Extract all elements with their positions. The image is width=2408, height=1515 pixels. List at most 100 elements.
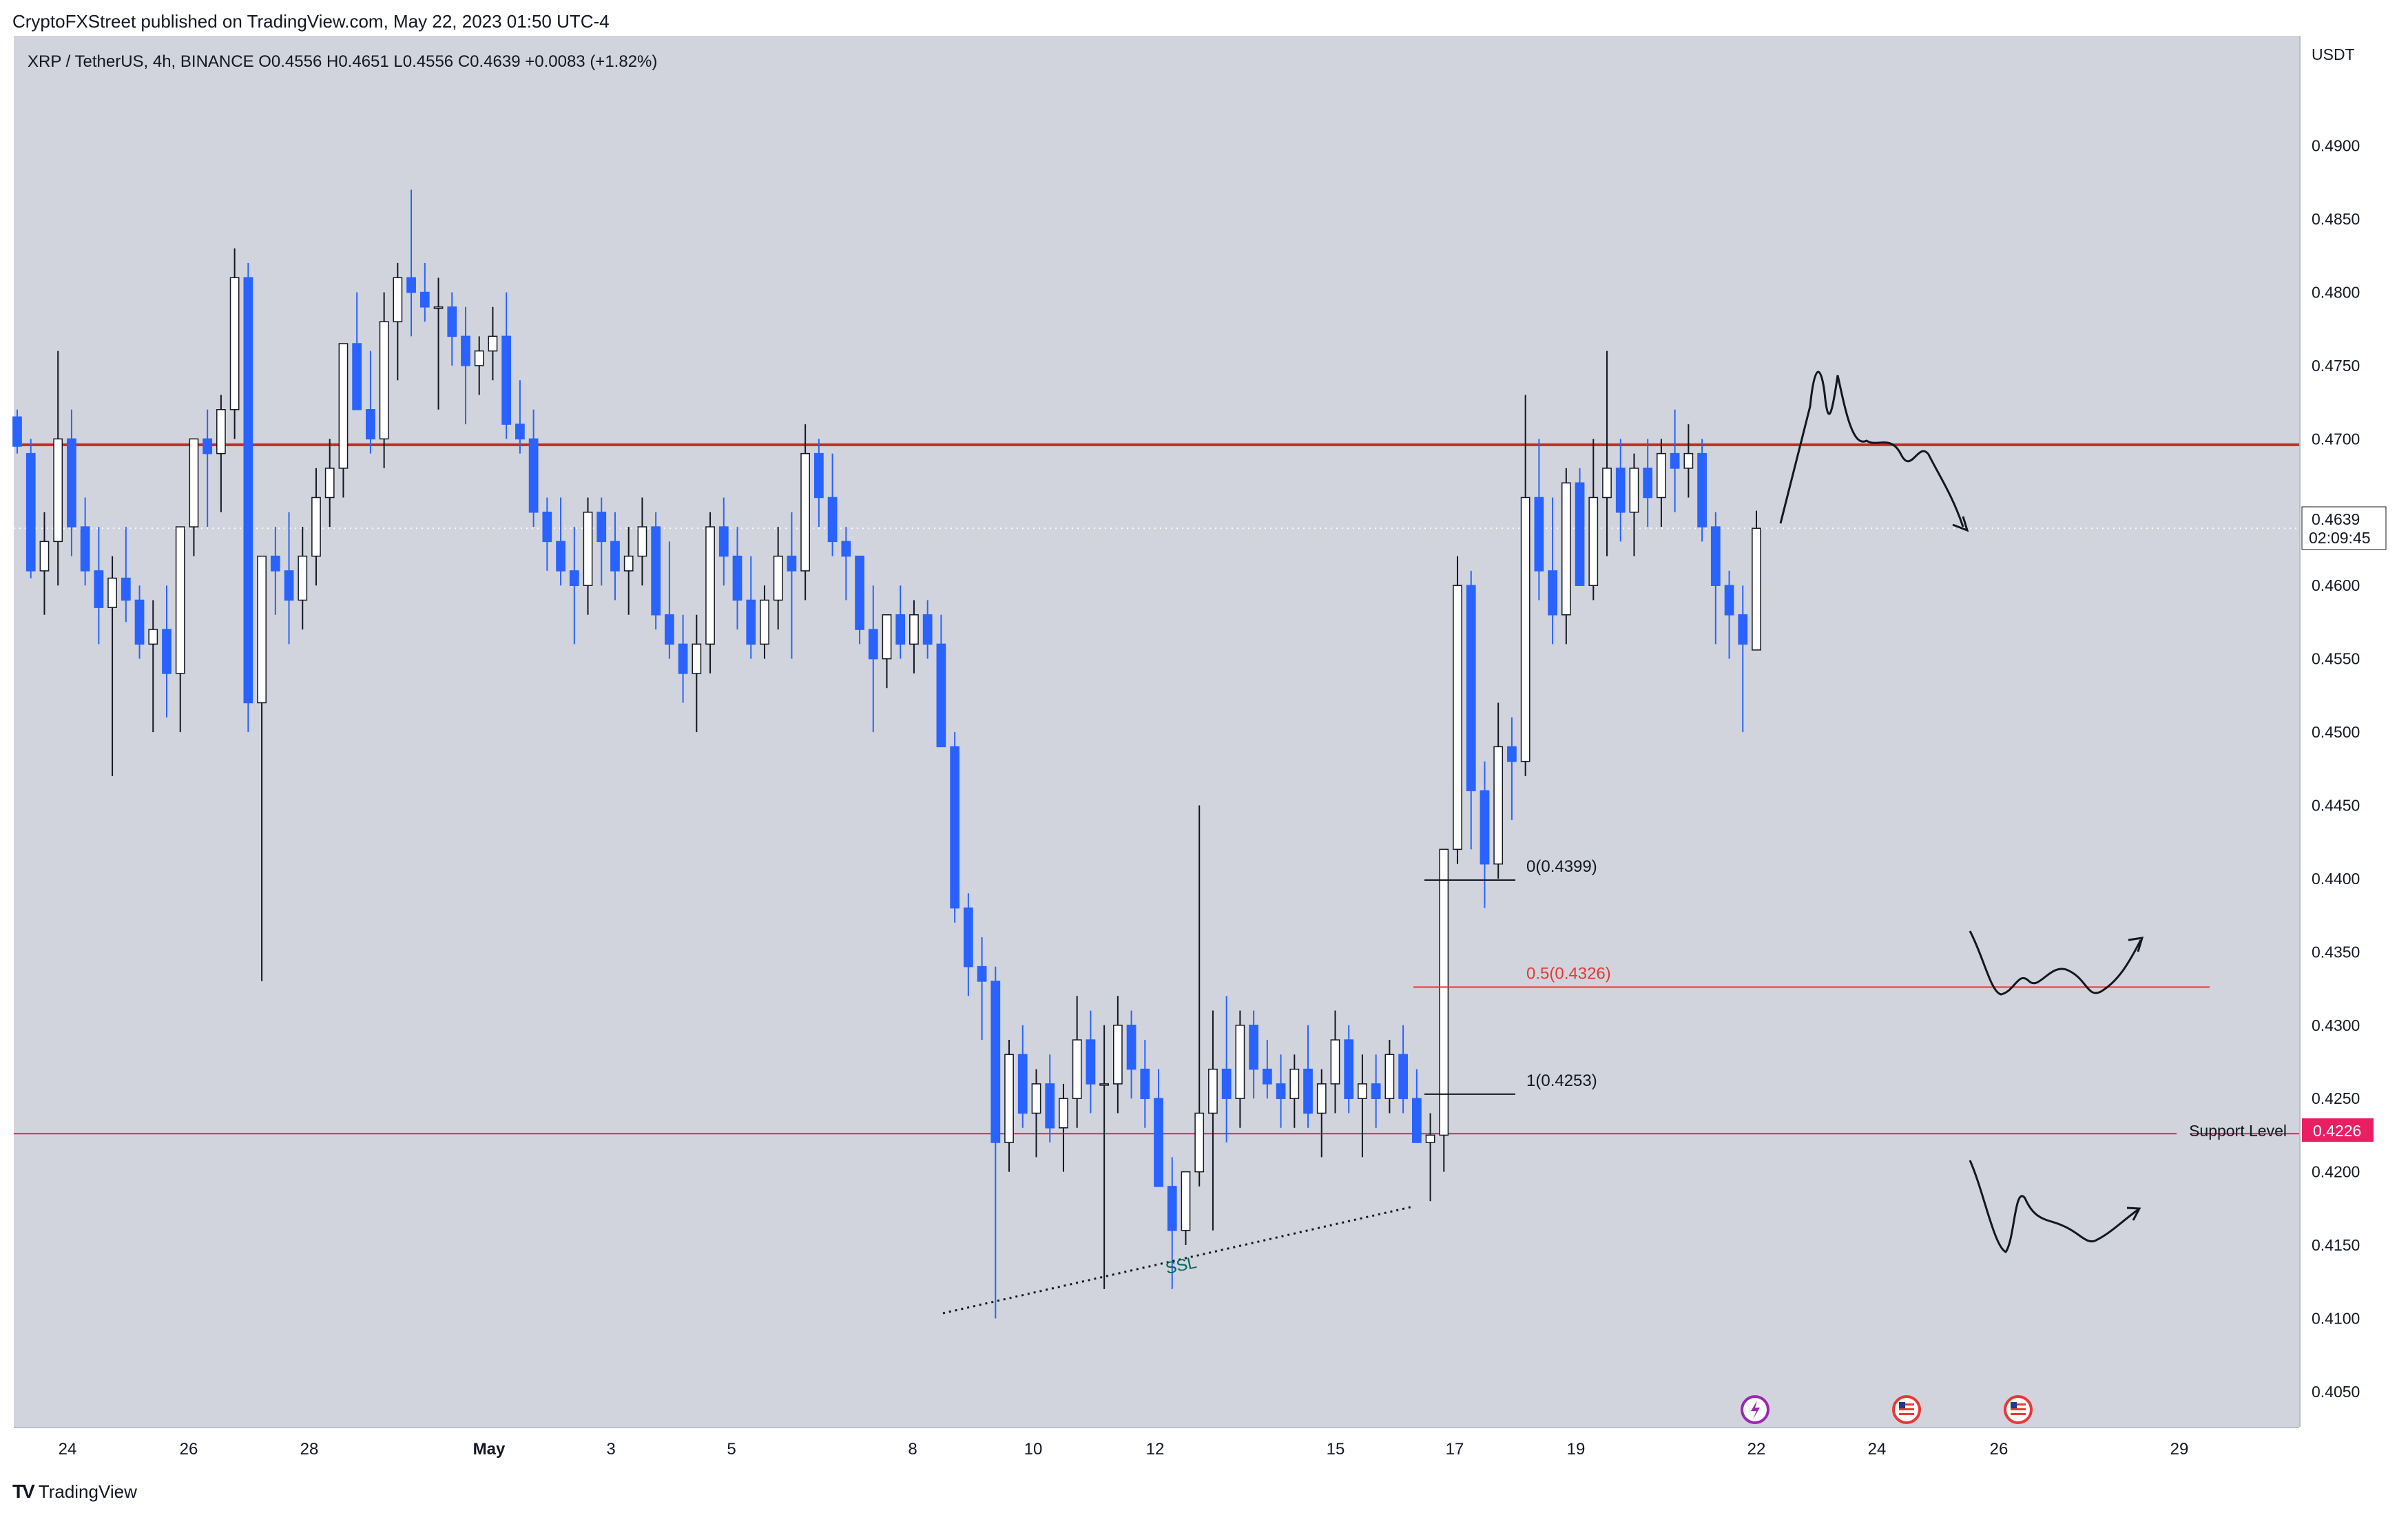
candle-body — [1697, 452, 1707, 527]
candle — [1466, 570, 1476, 850]
candle-body — [1303, 1068, 1313, 1114]
candle-body — [1710, 526, 1721, 586]
candle — [1670, 409, 1680, 512]
candle-body — [216, 409, 226, 454]
support-price-tag — [2302, 1118, 2374, 1142]
candle — [1629, 453, 1639, 556]
candle-body — [447, 306, 457, 337]
candle-body — [596, 512, 607, 543]
candle — [1507, 717, 1517, 820]
candle-body — [107, 577, 117, 608]
candle — [229, 248, 240, 439]
candle-body — [379, 321, 389, 440]
candle — [1126, 1010, 1136, 1099]
candle — [216, 395, 226, 512]
fib-level-label: 0.5(0.4326) — [1526, 964, 1611, 983]
candle — [895, 585, 906, 659]
y-tick-label: 0.4550 — [2312, 650, 2360, 668]
time-axis[interactable] — [14, 1427, 2299, 1468]
candle-body — [882, 614, 892, 660]
candle-body — [67, 438, 76, 527]
countdown-value: 02:09:45 — [2309, 529, 2371, 547]
x-tick-label: 10 — [1024, 1440, 1043, 1459]
candle — [419, 262, 430, 322]
chart-pane[interactable] — [14, 36, 2299, 1427]
candle-body — [1316, 1083, 1327, 1114]
fibonacci-levels: 0(0.4399) 0.5(0.4326) 1(0.4253) — [1413, 857, 2210, 1095]
candle — [1004, 1040, 1014, 1172]
candle — [556, 497, 565, 586]
candle-body — [990, 981, 1001, 1143]
candle-body — [1126, 1025, 1136, 1070]
candle — [107, 556, 117, 776]
y-tick-label: 0.4350 — [2312, 943, 2360, 961]
candle-body — [814, 452, 824, 499]
candle — [243, 262, 253, 733]
candle — [963, 893, 973, 996]
tradingview-logo[interactable]: TV TradingView — [12, 1481, 137, 1503]
candle — [324, 439, 335, 527]
candle-body — [800, 452, 811, 572]
currency-label[interactable]: USDT — [2312, 45, 2355, 63]
candle-body — [909, 614, 919, 645]
us-flag-event-icon[interactable] — [2004, 1395, 2033, 1424]
candle-body — [1724, 585, 1734, 616]
candle-body — [1045, 1083, 1055, 1129]
candle-body — [461, 335, 470, 366]
y-tick-label: 0.4200 — [2312, 1163, 2360, 1181]
candle-body — [1588, 497, 1599, 586]
candle-body — [1398, 1054, 1408, 1099]
candle — [1493, 702, 1504, 879]
candle-body — [515, 424, 525, 440]
candle — [1017, 1025, 1028, 1128]
x-tick-label: 19 — [1567, 1440, 1586, 1459]
candle — [678, 614, 688, 703]
symbol-ohlc-legend[interactable]: XRP / TetherUS, 4h, BINANCE O0.4556 H0.4… — [28, 52, 658, 71]
candle — [787, 512, 797, 659]
candle — [718, 497, 729, 586]
x-tick-label: 3 — [606, 1440, 615, 1459]
us-flag-event-icon[interactable] — [1892, 1395, 1921, 1424]
candle-body — [1384, 1054, 1395, 1099]
candle-body — [25, 452, 36, 572]
candle-body — [977, 965, 987, 982]
candle-body — [1439, 848, 1449, 1136]
candle-body — [324, 468, 335, 499]
price-axis[interactable] — [2299, 36, 2408, 1427]
candle-body — [162, 629, 172, 674]
candle — [25, 439, 36, 578]
candle-body — [121, 577, 131, 601]
candle-body — [1453, 585, 1462, 850]
fib-level-label: 0(0.4399) — [1526, 857, 1597, 876]
candle — [1208, 1010, 1218, 1231]
lightning-event-icon[interactable] — [1741, 1395, 1769, 1424]
candle — [121, 527, 131, 623]
candle-body — [1194, 1112, 1205, 1173]
x-tick-labels: 24 26 28 May 3 5 8 10 12 15 17 19 22 24 26 29 — [59, 1440, 2189, 1459]
candle-body — [474, 350, 484, 366]
candle — [80, 497, 90, 586]
candle-body — [692, 643, 702, 674]
candle-body — [1466, 585, 1476, 791]
candle — [515, 380, 525, 454]
candle — [1154, 1069, 1163, 1187]
candle-body — [1154, 1098, 1163, 1187]
candle — [542, 497, 552, 571]
candle — [501, 292, 512, 439]
tradingview-logo-icon: TV — [12, 1481, 35, 1502]
candle-body — [855, 555, 864, 630]
candle — [583, 497, 593, 615]
candle-body — [175, 526, 185, 674]
candle-body — [94, 570, 104, 608]
candle — [882, 614, 892, 689]
x-tick-label: 26 — [1990, 1440, 2009, 1459]
candle-body — [1289, 1068, 1300, 1099]
candle — [746, 556, 756, 659]
y-tick-label: 0.4850 — [2312, 210, 2360, 228]
candle — [148, 600, 158, 733]
candle — [1724, 570, 1734, 659]
x-tick-label: May — [473, 1440, 506, 1459]
candle — [1099, 1025, 1109, 1289]
candle — [1358, 1054, 1367, 1158]
